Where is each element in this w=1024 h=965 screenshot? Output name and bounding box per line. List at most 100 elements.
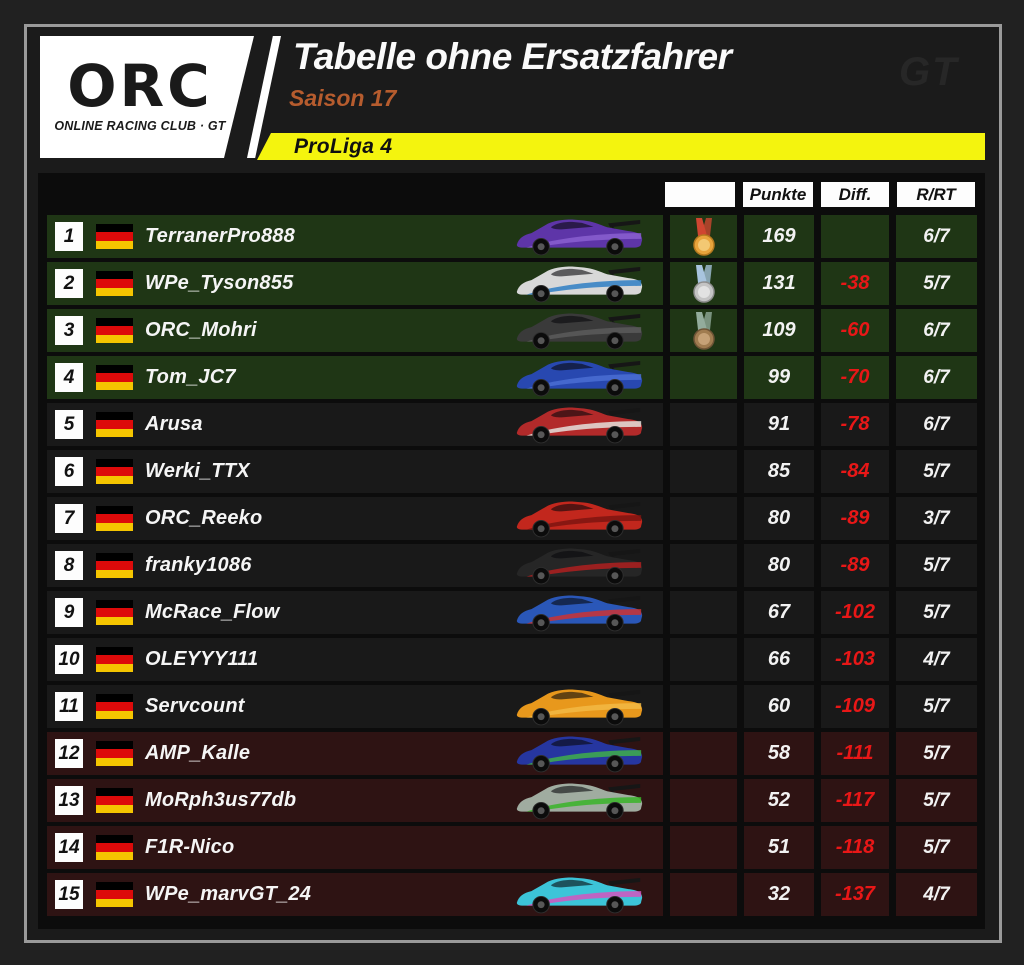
medal-cell [670, 403, 737, 446]
diff-value: -118 [821, 826, 889, 869]
points-value: 32 [744, 873, 814, 916]
germany-flag-icon [96, 224, 133, 249]
diff-value: -84 [821, 450, 889, 493]
diff-value [821, 215, 889, 258]
position-label: 15 [58, 883, 80, 905]
medal-cell [670, 685, 737, 728]
position-label: 4 [63, 366, 75, 388]
red-porsche-gt-car [511, 496, 647, 540]
rrt-value: 6/7 [896, 356, 977, 399]
diff-value: -109 [821, 685, 889, 728]
rrt-value: 5/7 [896, 826, 977, 869]
medal-cell [670, 309, 737, 352]
driver-cell: 3 ORC_Mohri [47, 309, 663, 352]
driver-name: WPe_marvGT_24 [145, 883, 312, 905]
position-badge: 9 [55, 598, 83, 627]
points-value: 66 [744, 638, 814, 681]
position-label: 13 [58, 789, 80, 811]
table-row: 6 Werki_TTX 85 -84 5/7 [47, 450, 977, 493]
position-label: 8 [63, 554, 75, 576]
driver-cell: 1 TerranerPro888 [47, 215, 663, 258]
medal-cell [670, 356, 737, 399]
medal-cell [670, 544, 737, 587]
driver-name: ORC_Reeko [145, 507, 263, 529]
diff-value: -137 [821, 873, 889, 916]
position-badge: 3 [55, 316, 83, 345]
germany-flag-icon [96, 882, 133, 907]
position-label: 14 [58, 836, 80, 858]
white-blue-gt-car [511, 261, 647, 305]
position-label: 6 [63, 460, 75, 482]
position-badge: 15 [55, 880, 83, 909]
points-value: 80 [744, 544, 814, 587]
rrt-value: 6/7 [896, 215, 977, 258]
position-label: 10 [58, 648, 80, 670]
orange-amg-gt-car [511, 684, 647, 728]
league-label: ProLiga 4 [294, 134, 393, 158]
driver-name: Arusa [145, 413, 203, 435]
diff-value: -38 [821, 262, 889, 305]
position-label: 1 [63, 225, 75, 247]
germany-flag-icon [96, 271, 133, 296]
red-white-gt-car [511, 402, 647, 446]
position-badge: 5 [55, 410, 83, 439]
driver-cell: 2 WPe_Tyson855 [47, 262, 663, 305]
blue-gt-car [511, 355, 647, 399]
table-row: 14 F1R-Nico 51 -118 5/7 [47, 826, 977, 869]
driver-name: Werki_TTX [145, 460, 250, 482]
table-row: 13 MoRph3us77db 52 -117 5/7 [47, 779, 977, 822]
diff-value: -111 [821, 732, 889, 775]
rrt-value: 5/7 [896, 544, 977, 587]
black-red-gt-car [511, 543, 647, 587]
points-value: 58 [744, 732, 814, 775]
rrt-value: 5/7 [896, 450, 977, 493]
silver-green-gt-car [511, 778, 647, 822]
diff-value: -103 [821, 638, 889, 681]
driver-cell: 12 AMP_Kalle [47, 732, 663, 775]
position-badge: 11 [55, 692, 83, 721]
orc-logo-text: ORC [67, 51, 213, 120]
medal-cell [670, 732, 737, 775]
diff-value: -102 [821, 591, 889, 634]
points-value: 131 [744, 262, 814, 305]
table-row: 5 Arusa 91 -78 6/7 [47, 403, 977, 446]
points-value: 91 [744, 403, 814, 446]
medal-cell [670, 450, 737, 493]
germany-flag-icon [96, 459, 133, 484]
driver-cell: 5 Arusa [47, 403, 663, 446]
medal-cell [670, 873, 737, 916]
germany-flag-icon [96, 835, 133, 860]
table-row: 4 Tom_JC7 99 -70 6/7 [47, 356, 977, 399]
position-label: 9 [63, 601, 75, 623]
table-row: 2 WPe_Tyson855 131 -38 5/7 [47, 262, 977, 305]
position-badge: 2 [55, 269, 83, 298]
table-row: 12 AMP_Kalle 58 -111 5/7 [47, 732, 977, 775]
points-value: 169 [744, 215, 814, 258]
medal-cell [670, 826, 737, 869]
position-badge: 8 [55, 551, 83, 580]
rrt-value: 4/7 [896, 873, 977, 916]
position-badge: 10 [55, 645, 83, 674]
driver-name: OLEYYY111 [145, 648, 259, 670]
table-row: 11 Servcount 60 -109 5/7 [47, 685, 977, 728]
rrt-value: 6/7 [896, 309, 977, 352]
table-rows: 1 TerranerPro888 169 6/7 2 WPe_Tyson855 … [47, 215, 977, 920]
orc-logo: ORC ONLINE RACING CLUB · GT [40, 36, 254, 158]
blue-green-gt-car [511, 731, 647, 775]
points-value: 60 [744, 685, 814, 728]
position-badge: 14 [55, 833, 83, 862]
driver-cell: 15 WPe_marvGT_24 [47, 873, 663, 916]
medal-cell [670, 497, 737, 540]
driver-cell: 6 Werki_TTX [47, 450, 663, 493]
germany-flag-icon [96, 788, 133, 813]
table-row: 8 franky1086 80 -89 5/7 [47, 544, 977, 587]
medal-cell [670, 591, 737, 634]
column-header-rrt: R/RT [897, 182, 975, 207]
driver-name: TerranerPro888 [145, 225, 295, 247]
medal-cell [670, 215, 737, 258]
bronze-medal-icon [692, 311, 715, 350]
orc-logo-subtitle: ONLINE RACING CLUB · GT [54, 119, 226, 134]
position-badge: 7 [55, 504, 83, 533]
black-sony-gt-car [511, 308, 647, 352]
gold-medal-icon [692, 217, 715, 256]
